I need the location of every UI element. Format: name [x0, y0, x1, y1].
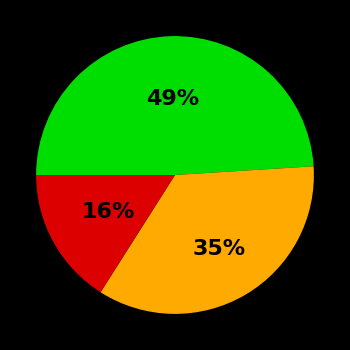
Wedge shape	[36, 175, 175, 292]
Text: 16%: 16%	[81, 202, 135, 222]
Text: 49%: 49%	[146, 89, 199, 108]
Text: 35%: 35%	[192, 239, 245, 259]
Wedge shape	[100, 166, 314, 314]
Wedge shape	[36, 36, 314, 175]
